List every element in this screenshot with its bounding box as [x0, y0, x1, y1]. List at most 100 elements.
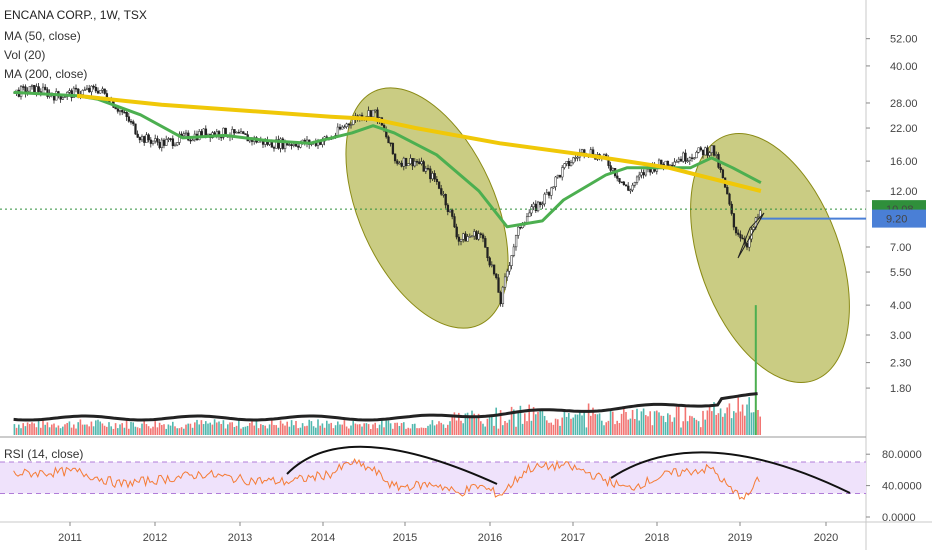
volume-bar	[213, 419, 216, 435]
candle-body	[418, 161, 421, 165]
volume-bar	[59, 428, 62, 435]
volume-bar	[389, 423, 392, 435]
candle-body	[525, 216, 529, 223]
volume-bar	[726, 407, 728, 435]
time-tick-label: 2020	[814, 532, 838, 544]
candle-body	[721, 169, 725, 179]
price-tick-label: 28.00	[890, 98, 918, 110]
candle-body	[44, 86, 47, 90]
candle-body	[398, 162, 401, 165]
legend-volume[interactable]: Vol (20)	[4, 48, 46, 62]
volume-bar	[136, 427, 139, 435]
volume-bar	[559, 425, 561, 435]
candle-body	[101, 88, 104, 91]
volume-bar	[328, 423, 330, 435]
candle-body	[136, 133, 139, 138]
volume-bar	[233, 426, 236, 435]
candle-body	[420, 161, 423, 165]
volume-bar	[374, 422, 376, 435]
volume-bar	[491, 416, 493, 435]
time-tick-label: 2013	[228, 532, 252, 544]
candle-body	[739, 234, 742, 239]
candle-body	[448, 209, 452, 212]
volume-bar	[18, 424, 20, 435]
candle-body	[532, 203, 535, 208]
volume-bar	[154, 421, 156, 435]
volume-bar	[684, 407, 687, 435]
candle-body	[242, 131, 245, 134]
candle-body	[684, 152, 687, 162]
legend-ma200[interactable]: MA (200, close)	[4, 67, 88, 81]
volume-bar	[42, 419, 44, 435]
volume-bar	[308, 419, 310, 435]
candle-body	[510, 255, 513, 266]
candle-body	[37, 86, 40, 92]
candle-body	[453, 216, 456, 228]
candle-body	[292, 143, 296, 146]
volume-bar	[15, 427, 18, 435]
volume-bar	[482, 423, 484, 435]
volume-bar	[75, 428, 77, 435]
candle-body	[154, 138, 157, 142]
candle-body	[125, 111, 128, 117]
volume-bar	[629, 418, 632, 435]
volume-bar	[598, 413, 601, 435]
volume-bar	[286, 421, 288, 435]
volume-bar	[616, 420, 618, 435]
volume-bar	[649, 411, 651, 435]
volume-bar	[425, 427, 427, 435]
candle-body	[677, 158, 681, 162]
volume-bar	[290, 420, 293, 435]
volume-bar	[715, 414, 717, 435]
candle-body	[464, 233, 467, 242]
candle-body	[237, 131, 241, 134]
volume-bar	[62, 426, 64, 435]
volume-bar	[103, 425, 106, 435]
volume-bar	[37, 419, 40, 435]
candle-body	[116, 108, 120, 112]
volume-bar	[528, 404, 530, 435]
candle-body	[426, 168, 430, 170]
candle-body	[156, 138, 159, 143]
volume-bar	[398, 426, 401, 435]
legend-ma50[interactable]: MA (50, close)	[4, 29, 81, 43]
candle-body	[499, 292, 502, 305]
candle-body	[41, 86, 45, 94]
volume-bar	[475, 418, 478, 435]
volume-bar	[704, 419, 706, 435]
volume-bar	[348, 428, 350, 435]
candle-body	[446, 204, 450, 212]
candle-body	[673, 161, 676, 166]
volume-bar	[724, 413, 726, 435]
candle-body	[481, 234, 485, 239]
volume-bar	[264, 425, 266, 435]
candle-body	[85, 87, 89, 90]
candle-body	[94, 86, 98, 92]
candle-body	[400, 162, 403, 167]
volume-bar	[392, 428, 394, 435]
candle-body	[151, 140, 155, 144]
volume-bar	[246, 425, 249, 435]
volume-bar	[651, 425, 654, 435]
volume-bar	[735, 412, 737, 435]
volume-bar	[660, 415, 662, 435]
volume-bar	[202, 424, 205, 435]
candle-body	[169, 138, 172, 140]
volume-bar	[416, 428, 418, 435]
candle-body	[281, 138, 285, 149]
volume-bar	[139, 428, 141, 435]
candle-body	[83, 89, 87, 91]
volume-bar	[249, 423, 251, 435]
volume-bar	[480, 421, 482, 435]
candle-body	[497, 277, 500, 293]
volume-bar	[326, 420, 328, 435]
volume-bar	[207, 423, 209, 435]
volume-bar	[334, 425, 337, 435]
volume-bar	[271, 419, 273, 435]
candle-body	[545, 192, 549, 195]
candle-body	[145, 134, 148, 143]
volume-bar	[242, 427, 244, 435]
volume-bar	[484, 426, 486, 435]
candle-body	[734, 226, 738, 234]
rsi-label[interactable]: RSI (14, close)	[4, 447, 84, 461]
